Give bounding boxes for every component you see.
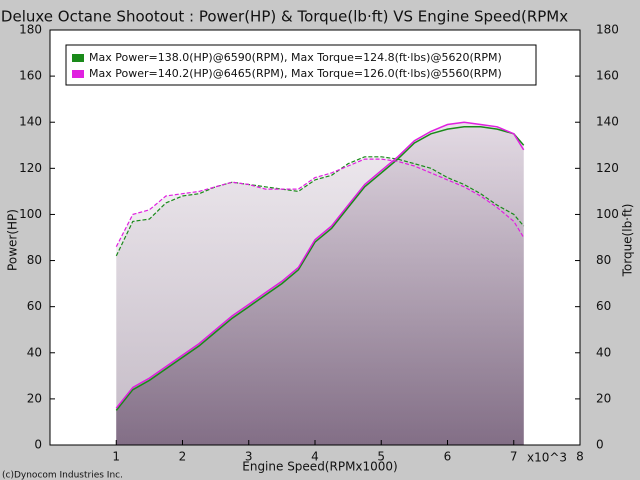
y2-tick-label: 0: [596, 438, 604, 452]
y-axis-label: Power(HP): [6, 209, 20, 271]
footer: (c)Dynocom Industries Inc.: [2, 471, 123, 480]
y-tick-label: 140: [19, 115, 42, 129]
legend: [65, 44, 537, 86]
y2-tick-label: 80: [596, 253, 611, 267]
y2-tick-label: 100: [596, 207, 619, 221]
y2-tick-label: 140: [596, 115, 619, 129]
legend-label: Max Power=138.0(HP)@6590(RPM), Max Torqu…: [89, 51, 502, 64]
legend-swatch: [72, 70, 84, 78]
y2-tick-label: 60: [596, 299, 611, 313]
y2-tick-label: 180: [596, 23, 619, 37]
torque-line: [115, 156, 525, 257]
x-tick-label: 4: [311, 450, 319, 464]
y-tick-label: 60: [27, 299, 42, 313]
y2-axis-label: Torque(lb·ft): [621, 204, 635, 278]
x-tick-label: 1: [112, 450, 120, 464]
power-area: [116, 122, 524, 445]
y2-tick-label: 20: [596, 391, 611, 405]
y2-tick-label: 40: [596, 345, 611, 359]
y-tick-label: 80: [27, 253, 42, 267]
x-tick-label: 5: [377, 450, 385, 464]
y-tick-label: 120: [19, 161, 42, 175]
x-tick-label: 3: [245, 450, 253, 464]
x-tick-label: 7: [510, 450, 518, 464]
y2-tick-label: 120: [596, 161, 619, 175]
y2-tick-label: 160: [596, 69, 619, 83]
x-unit: x10^3: [527, 451, 567, 465]
power-line: [115, 121, 525, 409]
x-tick-label: 6: [444, 450, 452, 464]
legend-swatch: [72, 54, 84, 62]
y-tick-label: 40: [27, 345, 42, 359]
x-axis-label: Engine Speed(RPMx1000): [242, 460, 398, 474]
chart-title: r Deluxe Octane Shootout : Power(HP) & T…: [0, 8, 568, 26]
x-tick-label: 2: [179, 450, 187, 464]
y-tick-label: 100: [19, 207, 42, 221]
y-tick-label: 180: [19, 23, 42, 37]
y-tick-label: 20: [27, 391, 42, 405]
y-tick-label: 160: [19, 69, 42, 83]
torque-line: [115, 158, 525, 247]
y-tick-label: 0: [34, 438, 42, 452]
legend-label: Max Power=140.2(HP)@6465(RPM), Max Torqu…: [89, 67, 502, 80]
power-line: [115, 126, 525, 411]
x-tick-label: 8: [576, 450, 584, 464]
